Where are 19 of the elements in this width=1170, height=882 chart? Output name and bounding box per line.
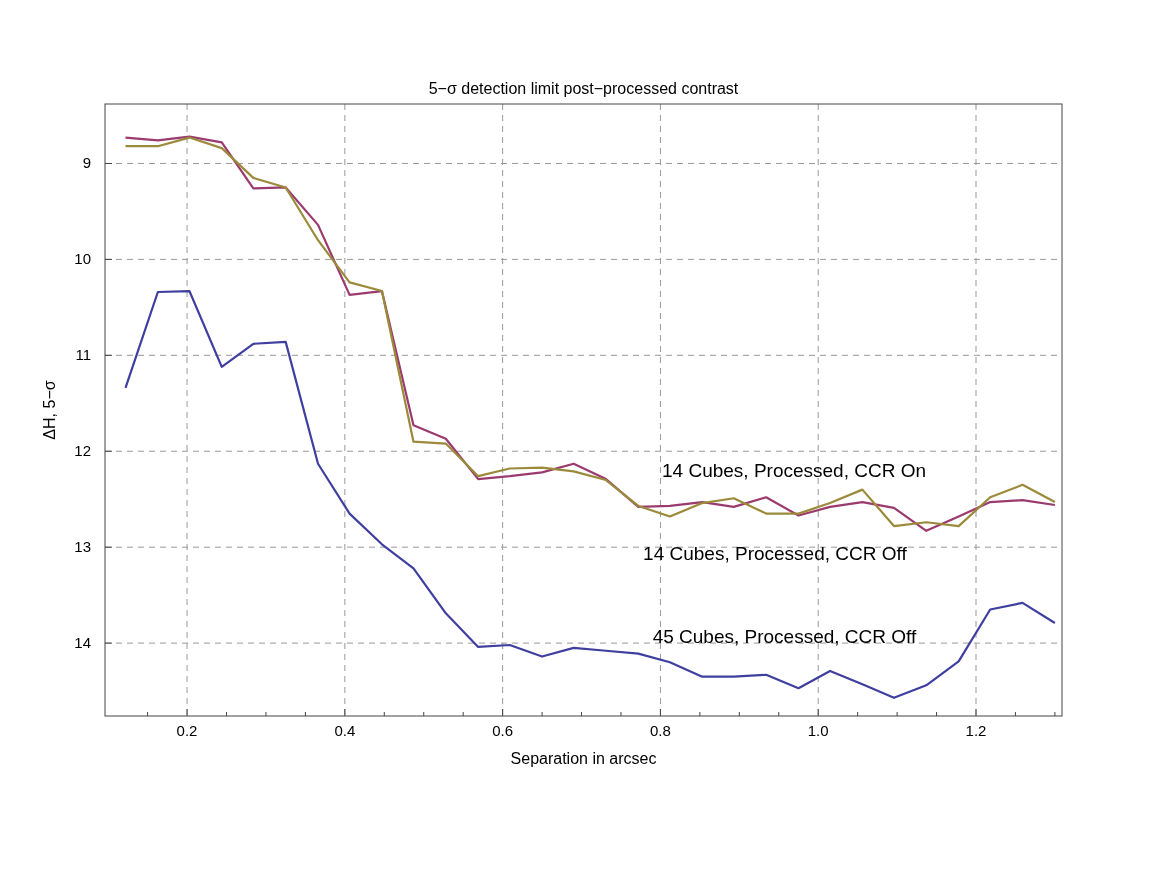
x-tick-label: 0.4 bbox=[334, 722, 356, 739]
annotation: 14 Cubes, Processed, CCR Off bbox=[643, 542, 908, 564]
x-tick-label: 0.6 bbox=[492, 722, 514, 739]
y-tick-label: 12 bbox=[74, 442, 91, 460]
y-tick-label: 9 bbox=[82, 154, 91, 172]
y-axis-title: ΔH, 5−σ bbox=[41, 380, 58, 440]
line-series bbox=[124, 289, 1056, 699]
x-tick-label: 1.2 bbox=[965, 722, 987, 739]
annotation: 14 Cubes, Processed, CCR On bbox=[662, 460, 927, 482]
chart-title: 5−σ detection limit post−processed contrast bbox=[428, 80, 739, 97]
y-tick-label: 10 bbox=[74, 250, 91, 268]
x-tick-label: 1.0 bbox=[807, 722, 829, 739]
x-tick-label: 0.2 bbox=[176, 722, 198, 739]
annotation: 45 Cubes, Processed, CCR Off bbox=[652, 625, 918, 647]
x-tick-label: 0.8 bbox=[649, 722, 671, 739]
y-tick-label: 14 bbox=[74, 634, 91, 652]
y-tick-label: 11 bbox=[75, 346, 91, 364]
x-axis-title: Separation in arcsec bbox=[510, 750, 657, 767]
y-tick-label: 13 bbox=[74, 538, 91, 556]
